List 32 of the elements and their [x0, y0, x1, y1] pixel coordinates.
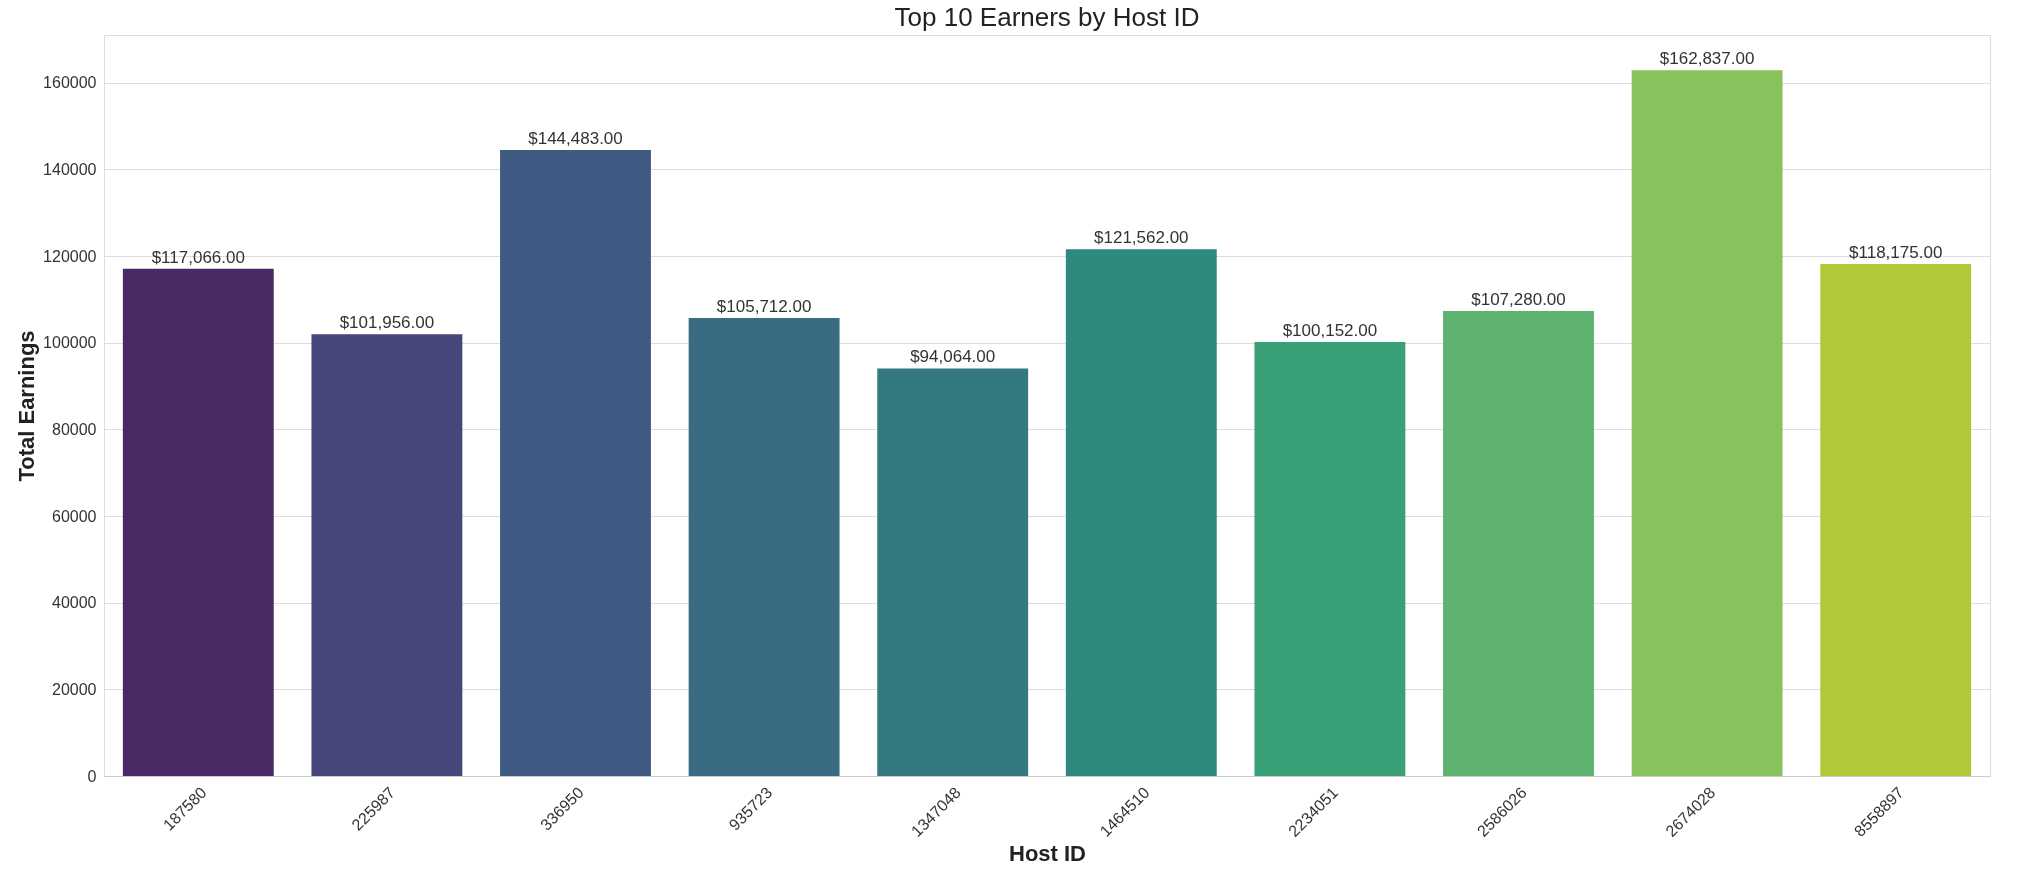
y-axis-title: Total Earnings: [14, 330, 40, 482]
data-label: $162,837.00: [1659, 49, 1755, 69]
bar: [122, 268, 274, 776]
y-tick-label: 100000: [43, 334, 97, 352]
bar: [1254, 342, 1406, 776]
y-tick-label: 60000: [52, 507, 97, 525]
y-tick-label: 160000: [43, 74, 97, 92]
data-label: $121,562.00: [1094, 228, 1189, 248]
data-label: $144,483.00: [528, 128, 623, 148]
bar: [500, 149, 651, 776]
bar: [1820, 263, 1972, 776]
chart-title: Top 10 Earners by Host ID: [894, 2, 1200, 32]
y-tick-label: 140000: [43, 160, 97, 178]
data-label: $100,152.00: [1282, 321, 1378, 341]
bar: [1631, 70, 1783, 776]
x-axis-title: Host ID: [1009, 840, 1086, 866]
y-tick-label: 20000: [52, 680, 97, 698]
y-tick-label: 40000: [52, 594, 97, 612]
data-label: $107,280.00: [1471, 290, 1566, 310]
data-label: $101,956.00: [339, 313, 435, 333]
data-label: $117,066.00: [151, 247, 245, 267]
bar: [1065, 249, 1217, 776]
y-tick-label: 0: [87, 767, 97, 785]
data-label: $94,064.00: [910, 347, 996, 367]
data-label: $118,175.00: [1849, 242, 1943, 262]
y-tick-label: 80000: [52, 420, 97, 438]
bar: [877, 368, 1029, 776]
bar: [1443, 311, 1594, 776]
data-label: $105,712.00: [716, 296, 812, 316]
bar: [688, 317, 840, 776]
bar: [311, 334, 463, 776]
y-tick-label: 120000: [43, 247, 97, 265]
